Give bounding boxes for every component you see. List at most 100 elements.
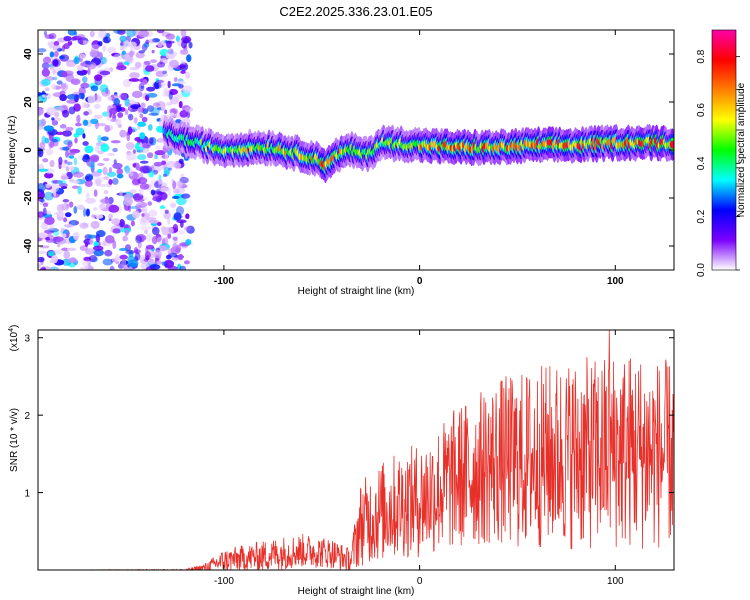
spectrogram-noise-cell (124, 229, 129, 236)
spectrogram-noise-cell (40, 118, 46, 127)
spectrogram-noise-cell (146, 233, 152, 242)
spectrogram-noise-cell (64, 149, 70, 158)
spectrogram-noise-cell (112, 240, 117, 250)
spectrogram-noise-cell (71, 180, 80, 184)
spectrogram-noise-cell (51, 254, 58, 264)
spectrogram-noise-cell (154, 249, 162, 259)
spectrogram-panel: -100 0 100 -40 -20 0 20 40 Height of straight … (7, 29, 675, 297)
spectrogram-noise-cell (65, 166, 70, 172)
spectrogram-noise-cell (123, 197, 133, 206)
spectrogram-noise-cell (100, 143, 110, 152)
spectrogram-noise-cell (179, 265, 186, 270)
spectrogram-noise-cell (44, 216, 55, 225)
spectrogram-noise-cell (49, 183, 60, 193)
spectrogram-noise-cell (82, 133, 86, 139)
spectrogram-noise-cell (61, 185, 68, 190)
spectrogram-noise-cell (125, 56, 133, 63)
spectrogram-noise-cell (73, 56, 80, 65)
spectrogram-noise-cell (82, 119, 89, 126)
spectrogram-noise-cell (148, 112, 159, 116)
spectrogram-noise-cell (152, 102, 161, 107)
spectrogram-noise-cell (154, 153, 159, 160)
colorbar-tick-label: 0.8 (696, 49, 707, 63)
spectrogram-noise-cell (89, 30, 95, 38)
spectrogram-y-tick-label: -40 (23, 238, 34, 253)
spectrogram-noise-cell (49, 266, 59, 270)
spectrogram-noise-cell (54, 50, 59, 57)
spectrogram-noise-cell (42, 158, 49, 163)
spectrogram-y-tick-label: -20 (23, 190, 34, 205)
spectrogram-noise-cell (113, 97, 121, 106)
spectrogram-noise-cell (100, 136, 109, 142)
spectrogram-noise-cell (90, 44, 101, 49)
spectrogram-noise-cell (99, 70, 111, 76)
spectrogram-noise-cell (73, 157, 78, 166)
spectrogram-noise-cell (142, 79, 148, 85)
spectrogram-noise-cell (90, 155, 99, 163)
colorbar-ticks: 0.0 0.2 0.4 0.6 0.8 (696, 49, 740, 277)
spectrogram-noise-cell (150, 189, 156, 196)
spectrogram-noise-cell (44, 34, 54, 40)
snr-y-tick-label: 2 (24, 411, 30, 422)
spectrogram-noise-cell (128, 78, 140, 82)
spectrogram-noise-cell (185, 239, 192, 246)
svg-text:(x104): (x104) (8, 325, 20, 352)
spectrogram-noise-cell (106, 112, 111, 122)
spectrogram-noise-cell (38, 232, 48, 239)
spectrogram-noise-cell (52, 180, 64, 184)
spectrogram-noise-cell (164, 109, 168, 115)
spectrogram-noise-cell (112, 228, 121, 234)
spectrogram-noise-cell (66, 99, 78, 104)
spectrogram-noise-cell (66, 247, 77, 252)
spectrogram-noise-cell (95, 214, 104, 219)
snr-y-tick-label: 1 (24, 489, 30, 500)
spectrogram-noise-cell (95, 51, 103, 59)
spectrogram-noise-cell (141, 216, 147, 224)
spectrogram-noise-cell (145, 244, 155, 250)
spectrogram-noise-cell (65, 61, 76, 68)
spectrogram-noise-cell (147, 124, 153, 131)
spectrogram-noise-cell (139, 113, 144, 118)
spectrogram-noise-cell (100, 56, 108, 65)
spectrogram-noise-cell (114, 254, 120, 262)
spectrogram-noise-cell (124, 109, 129, 115)
spectrogram-noise-cell (51, 58, 61, 68)
colorbar-bar (711, 29, 737, 271)
spectrogram-noise-cell (79, 40, 84, 45)
spectrogram-noise-cell (53, 117, 62, 122)
spectrogram-noise-cell (42, 202, 49, 208)
spectrogram-noise-cell (38, 211, 45, 218)
spectrogram-y-tick-label: 0 (23, 147, 34, 153)
spectrogram-noise-cell (72, 231, 80, 241)
spectrogram-noise-cell (137, 121, 147, 127)
spectrogram-noise-cell (165, 226, 174, 235)
snr-panel: -100 0 100 1 2 3 Height of straight line (km… (8, 325, 675, 597)
spectrogram-noise-cell (47, 250, 55, 257)
spectrogram-noise-cell (68, 201, 74, 208)
spectrogram-noise-cell (183, 260, 190, 265)
spectrogram-noise-cell (99, 84, 109, 93)
spectrogram-noise-cell (102, 258, 113, 266)
spectrogram-noise-cell (85, 264, 94, 270)
snr-scale-close: ) (9, 325, 20, 328)
spectrogram-noise-cell (81, 40, 89, 45)
spectrogram-noise-cell (182, 85, 193, 94)
spectrogram-noise-cell (98, 183, 109, 188)
spectrogram-noise-cell (128, 50, 134, 58)
spectrogram-noise-cell (132, 210, 140, 219)
spectrogram-noise-cell (80, 82, 90, 89)
spectrogram-noise-cell (132, 162, 140, 169)
spectrogram-noise-cell (97, 168, 103, 173)
spectrogram-noise-cell (44, 172, 54, 179)
spectrogram-noise-cell (116, 65, 127, 71)
spectrogram-noise-cell (126, 152, 137, 161)
spectrogram-noise-cell (172, 189, 181, 194)
spectrogram-noise-cell (179, 49, 189, 55)
spectrogram-noise-cell (165, 152, 169, 162)
spectrogram-noise-cell (92, 245, 104, 251)
spectrogram-noise-cell (101, 243, 111, 247)
spectrogram-noise-cell (55, 131, 64, 136)
spectrogram-noise-cell (167, 48, 174, 55)
spectrogram-noise-cell (81, 222, 89, 228)
colorbar-tick-label: 0.0 (696, 263, 707, 277)
